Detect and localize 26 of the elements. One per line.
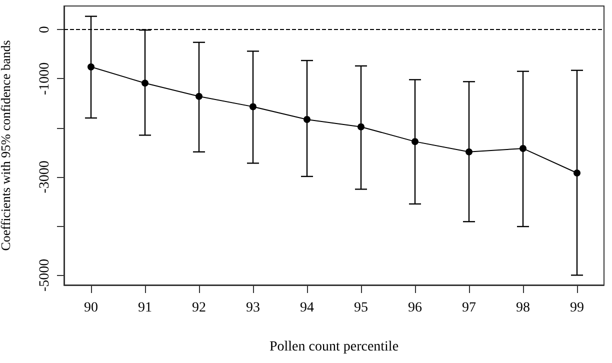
point <box>304 116 310 123</box>
x-tick-label: 99 <box>570 300 584 316</box>
x-tick-label: 90 <box>84 300 98 316</box>
x-tick-label: 92 <box>192 300 206 316</box>
point <box>412 138 418 146</box>
y-tick-label: -1000 <box>38 62 52 96</box>
x-tick-label: 98 <box>516 300 530 316</box>
point <box>466 148 472 156</box>
y-tick-label: 0 <box>38 26 52 34</box>
point <box>196 92 202 100</box>
point <box>574 170 580 177</box>
point <box>358 123 364 130</box>
x-tick-label: 97 <box>462 300 476 316</box>
x-tick-label: 95 <box>354 300 368 316</box>
x-tick-label: 93 <box>246 300 260 316</box>
x-axis-title: Pollen count percentile <box>269 340 399 354</box>
point <box>250 103 256 110</box>
x-tick-label: 91 <box>138 300 152 316</box>
x-tick-label: 96 <box>408 300 422 316</box>
y-axis-title: Coefficients with 95% confidence bands <box>0 40 13 251</box>
y-tick-label: -3000 <box>38 160 52 194</box>
point <box>142 80 148 87</box>
point <box>520 144 526 152</box>
point <box>88 63 94 70</box>
y-tick-label: -5000 <box>38 258 52 292</box>
x-tick-label: 94 <box>300 300 314 316</box>
